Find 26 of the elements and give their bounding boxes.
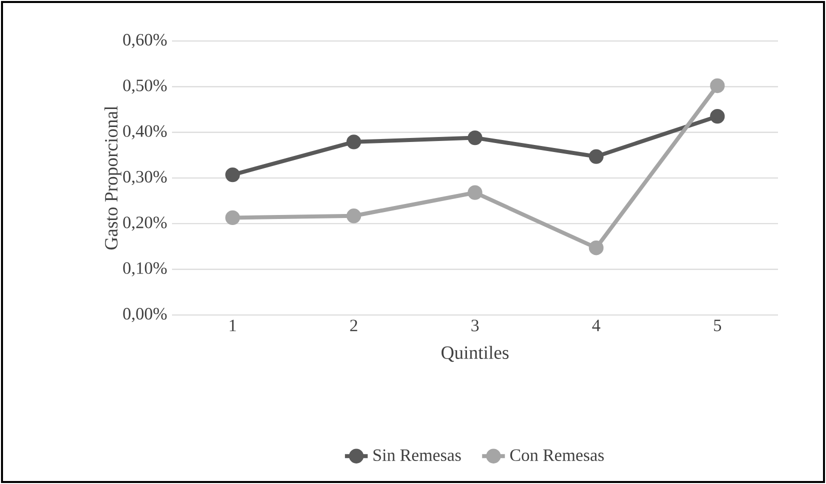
x-tick-label: 1: [230, 320, 236, 332]
point: [346, 208, 362, 224]
legend-label: Con Remesas: [510, 449, 604, 462]
x-tick-label: 4: [592, 320, 600, 332]
y-tick-label: 0,50%: [123, 80, 167, 94]
point: [468, 185, 482, 200]
point: [468, 130, 482, 146]
point: [710, 109, 725, 124]
y-tick-label: 0,20%: [123, 216, 167, 231]
point: [588, 149, 604, 164]
y-axis-title: Gasto Proporcional: [104, 106, 122, 250]
point: [225, 167, 240, 182]
y-tick-label: 0,60%: [123, 34, 167, 48]
x-axis-title: Quintiles: [442, 346, 509, 362]
y-tick-label: 0,10%: [123, 262, 167, 276]
legend-label: Sin Remesas: [374, 449, 461, 462]
point: [346, 134, 362, 150]
y-tick-label: 0,30%: [123, 170, 167, 186]
x-tick-label: 2: [350, 320, 358, 332]
y-tick-label: 0,40%: [123, 125, 167, 140]
x-tick-label: 3: [472, 320, 479, 332]
y-tick-label: 0,00%: [123, 308, 167, 322]
x-tick-label: 5: [714, 320, 722, 332]
point: [588, 240, 604, 256]
point: [710, 78, 725, 94]
point: [225, 210, 240, 226]
